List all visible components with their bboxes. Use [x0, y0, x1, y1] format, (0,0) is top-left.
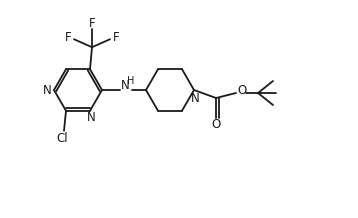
- Text: O: O: [211, 119, 221, 131]
- Text: H: H: [127, 76, 135, 86]
- Text: N: N: [43, 83, 52, 97]
- Text: F: F: [65, 31, 71, 44]
- Text: O: O: [237, 83, 247, 97]
- Text: F: F: [113, 31, 119, 44]
- Text: N: N: [87, 111, 95, 124]
- Text: F: F: [89, 17, 95, 30]
- Text: N: N: [121, 78, 129, 92]
- Text: Cl: Cl: [56, 132, 68, 145]
- Text: N: N: [190, 92, 199, 104]
